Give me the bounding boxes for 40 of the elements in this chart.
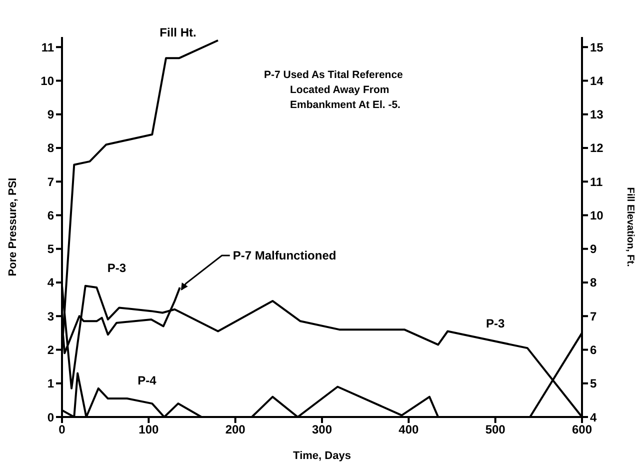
annotation: P-4 <box>138 374 157 388</box>
x-tick-label: 400 <box>398 422 419 437</box>
x-tick-label: 0 <box>58 422 66 437</box>
y2-tick-label: 4 <box>590 410 597 424</box>
y2-tick-label: 6 <box>590 343 597 358</box>
y2-tick-label: 14 <box>590 74 604 88</box>
y-tick-label: 0 <box>47 410 54 424</box>
y-axis-title: Pore Pressure, PSI <box>6 178 19 276</box>
y-tick-label: 11 <box>41 40 54 54</box>
y-tick-label: 2 <box>47 343 54 358</box>
y2-tick-label: 9 <box>590 242 597 256</box>
x-tick-label: 500 <box>485 422 506 437</box>
y2-tick-label: 11 <box>590 174 604 189</box>
y2-tick-label: 12 <box>590 141 604 156</box>
y2-tick-label: 13 <box>590 108 604 122</box>
annotation: P-7 Malfunctioned <box>232 248 336 263</box>
y2-tick-label: 10 <box>590 208 604 222</box>
y2-axis-title: Fill Elevation, Ft. <box>624 187 636 267</box>
y-tick-label: 8 <box>47 141 54 156</box>
y2-tick-label: 5 <box>590 376 597 391</box>
y2-tick-label: 15 <box>590 40 604 54</box>
y-tick-label: 1 <box>47 376 54 391</box>
y-tick-label: 10 <box>40 74 54 88</box>
x-tick-label: 200 <box>225 422 246 437</box>
y-tick-label: 9 <box>47 108 54 122</box>
x-tick-label: 100 <box>138 422 159 437</box>
x-tick-label: 300 <box>312 422 332 437</box>
y2-tick-label: 7 <box>590 309 597 324</box>
y-tick-label: 4 <box>47 276 54 290</box>
annotation: P-3 <box>486 316 505 330</box>
x-tick-label: 600 <box>572 422 592 437</box>
y-tick-label: 3 <box>47 309 54 324</box>
y-tick-label: 7 <box>47 174 54 189</box>
series-label: Fill Ht. <box>160 25 196 40</box>
annotation: P-3 <box>107 260 126 275</box>
y2-tick-label: 8 <box>590 276 597 290</box>
annotation: P-7 Used As Tital Reference Located Away From Embankment At El. -5. <box>264 68 404 113</box>
y-tick-label: 5 <box>47 242 54 256</box>
x-axis-title: Time, Days <box>293 450 351 462</box>
y-tick-label: 6 <box>47 208 54 222</box>
